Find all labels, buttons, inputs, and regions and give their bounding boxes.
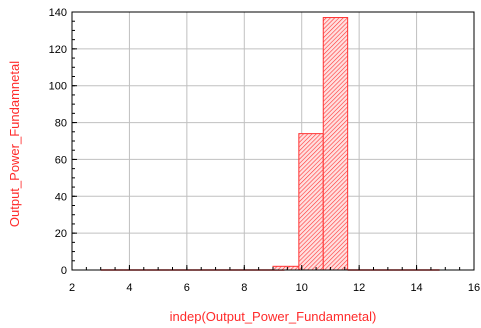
y-tick-label: 80	[55, 118, 67, 130]
x-tick-label: 10	[296, 282, 308, 294]
histogram-bar	[322, 17, 349, 271]
x-tick-label: 2	[69, 282, 75, 294]
y-tick-label: 40	[55, 191, 67, 203]
y-axis-label: Output_Power_Fundamnetal	[7, 61, 22, 227]
y-tick-label: 100	[49, 81, 67, 93]
y-tick-label: 20	[55, 228, 67, 240]
grid	[71, 11, 475, 271]
y-tick-label: 0	[61, 265, 67, 277]
x-axis-label: indep(Output_Power_Fundamnetal)	[170, 309, 377, 324]
y-tick-label: 60	[55, 154, 67, 166]
x-tick-label: 12	[353, 282, 365, 294]
x-tick-label: 14	[410, 282, 422, 294]
tick-labels: 2 4 6 8 10 12 14 16 0 20 40 60 80 100 120 140	[49, 7, 480, 294]
x-tick-label: 8	[241, 282, 247, 294]
histogram-bar	[298, 133, 324, 271]
x-tick-label: 16	[468, 282, 480, 294]
bars	[100, 17, 440, 271]
plot-frame	[71, 11, 475, 271]
histogram-bar	[272, 265, 300, 271]
ticks	[71, 11, 475, 271]
y-tick-label: 140	[49, 7, 67, 19]
y-tick-label: 120	[49, 44, 67, 56]
x-tick-label: 4	[126, 282, 132, 294]
x-tick-label: 6	[184, 282, 190, 294]
